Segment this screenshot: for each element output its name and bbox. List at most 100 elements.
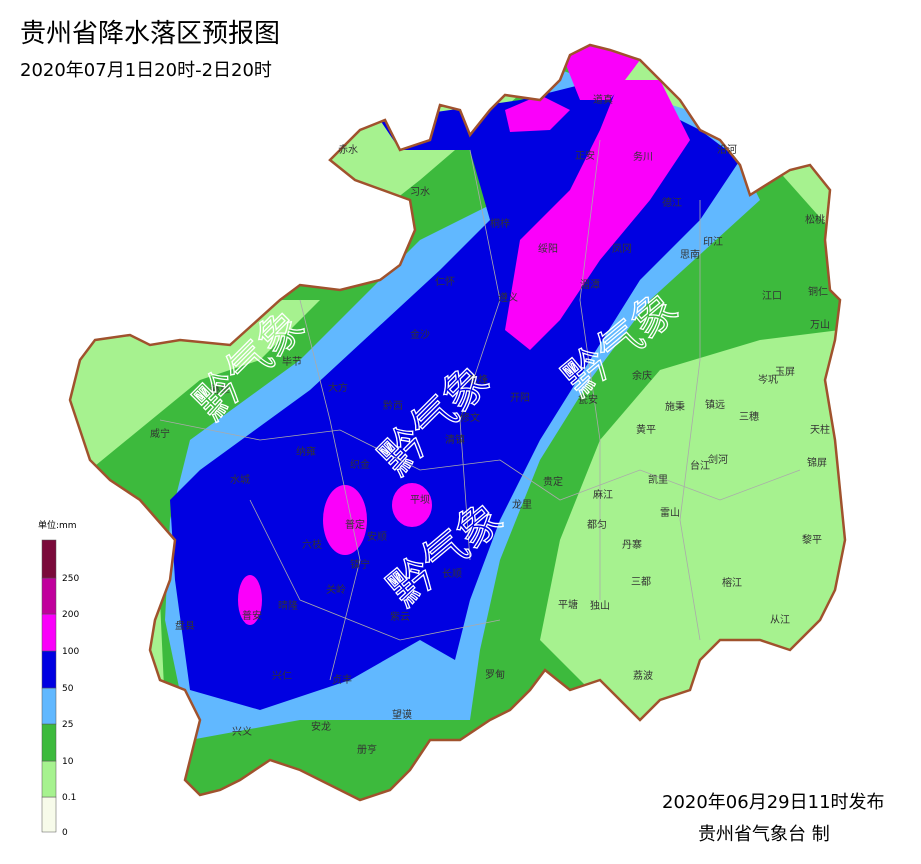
city-label: 湄潭 xyxy=(580,279,600,291)
city-label: 兴义 xyxy=(232,726,252,738)
city-label: 普定 xyxy=(345,518,365,531)
city-label: 纳雍 xyxy=(296,445,316,458)
county-borders xyxy=(159,139,801,681)
city-label: 岑巩 xyxy=(758,374,778,386)
city-label: 平塘 xyxy=(558,598,578,611)
city-label: 丹寨 xyxy=(622,538,642,551)
city-label: 锦屏 xyxy=(807,456,827,469)
city-label: 习水 xyxy=(410,186,430,198)
legend-swatch xyxy=(41,539,57,579)
city-label: 思南 xyxy=(680,248,700,261)
city-label: 凤冈 xyxy=(612,243,632,255)
city-label: 晴隆 xyxy=(278,599,298,612)
city-label: 余庆 xyxy=(632,369,652,382)
city-label: 雷山 xyxy=(660,507,680,519)
city-label: 桐梓 xyxy=(490,217,510,230)
city-label: 安龙 xyxy=(311,720,331,733)
city-label: 三都 xyxy=(631,576,651,588)
city-label: 六枝 xyxy=(302,538,322,551)
city-label: 遵义 xyxy=(498,291,518,304)
legend-swatch xyxy=(41,650,57,689)
city-label: 黎平 xyxy=(802,533,822,546)
city-label: 绥阳 xyxy=(538,243,558,255)
city-label: 清镇 xyxy=(445,433,465,446)
zone-100-200 xyxy=(560,45,640,100)
legend-swatch xyxy=(41,723,57,762)
city-label: 盘县 xyxy=(175,619,195,632)
legend-swatch xyxy=(41,577,57,615)
zone-light-west xyxy=(70,300,320,440)
city-label: 德江 xyxy=(662,196,682,209)
city-label: 平坝 xyxy=(410,494,430,506)
city-label: 修文 xyxy=(460,411,480,424)
city-label: 水城 xyxy=(230,474,250,486)
city-label: 望谟 xyxy=(392,708,412,721)
legend-swatch xyxy=(41,760,57,798)
legend-label: 250 xyxy=(62,574,79,584)
zone-100-200 xyxy=(392,483,432,527)
city-label: 普安 xyxy=(242,609,262,622)
city-label: 万山 xyxy=(810,319,830,331)
city-label: 安顺 xyxy=(367,530,387,543)
city-label: 正安 xyxy=(575,149,595,162)
city-label: 织金 xyxy=(350,458,370,471)
city-label: 榕江 xyxy=(722,576,742,589)
city-label: 镇宁 xyxy=(350,558,370,571)
legend-label: 200 xyxy=(62,610,79,620)
city-label: 贵定 xyxy=(543,475,563,488)
legend-label: 0 xyxy=(62,828,68,838)
city-label: 瓮安 xyxy=(578,393,598,406)
city-label: 铜仁 xyxy=(808,286,828,298)
city-label: 息烽 xyxy=(468,373,488,386)
legend-swatch xyxy=(41,796,57,833)
zone-100-200 xyxy=(323,485,367,555)
city-label: 荔波 xyxy=(633,669,653,682)
legend-label: 0.1 xyxy=(62,793,76,803)
city-label: 松桃 xyxy=(805,213,825,226)
city-label: 从江 xyxy=(770,614,790,626)
legend-swatch xyxy=(41,613,57,652)
city-label: 开阳 xyxy=(510,392,530,404)
zone-100-200 xyxy=(375,198,395,208)
city-label: 龙里 xyxy=(512,498,532,511)
city-label: 兴仁 xyxy=(272,670,292,682)
city-label: 赤水 xyxy=(338,144,358,156)
city-label: 威宁 xyxy=(150,427,170,440)
legend-label: 10 xyxy=(62,757,74,767)
title: 贵州省降水落区预报图 xyxy=(20,19,280,49)
city-label: 天柱 xyxy=(810,423,830,436)
city-label: 都匀 xyxy=(587,519,607,531)
city-label: 剑河 xyxy=(708,453,728,466)
subtitle: 2020年07月1日20时-2日20时 xyxy=(20,60,272,81)
city-label: 大方 xyxy=(328,381,348,394)
legend-label: 100 xyxy=(62,647,79,657)
zone-100-200 xyxy=(238,575,262,625)
city-label: 镇远 xyxy=(705,398,725,411)
city-label: 印江 xyxy=(703,236,723,248)
city-label: 册亨 xyxy=(357,743,377,756)
city-label: 毕节 xyxy=(282,355,302,368)
legend: 0 0.1 10 25 50 100 200 250 xyxy=(41,539,79,838)
zone-100-200 xyxy=(505,80,690,350)
city-label: 黔西 xyxy=(383,399,403,412)
city-label: 金沙 xyxy=(410,328,430,341)
city-label: 罗甸 xyxy=(485,668,505,681)
city-label: 紫云 xyxy=(390,611,410,623)
city-label: 沿河 xyxy=(717,144,737,156)
city-label: 贞丰 xyxy=(332,673,352,686)
legend-unit: 单位:mm xyxy=(38,519,77,531)
city-label: 麻江 xyxy=(593,488,613,501)
legend-swatch xyxy=(41,687,57,725)
city-label: 仁怀 xyxy=(435,276,455,288)
legend-label: 25 xyxy=(62,720,73,730)
city-label: 黄平 xyxy=(636,423,656,436)
city-label: 关岭 xyxy=(326,583,346,596)
city-label: 江口 xyxy=(762,290,782,302)
agency: 贵州省气象台 制 xyxy=(698,824,830,845)
city-label: 台江 xyxy=(690,459,710,472)
city-label: 独山 xyxy=(590,599,610,612)
city-label: 道真 xyxy=(593,93,613,106)
